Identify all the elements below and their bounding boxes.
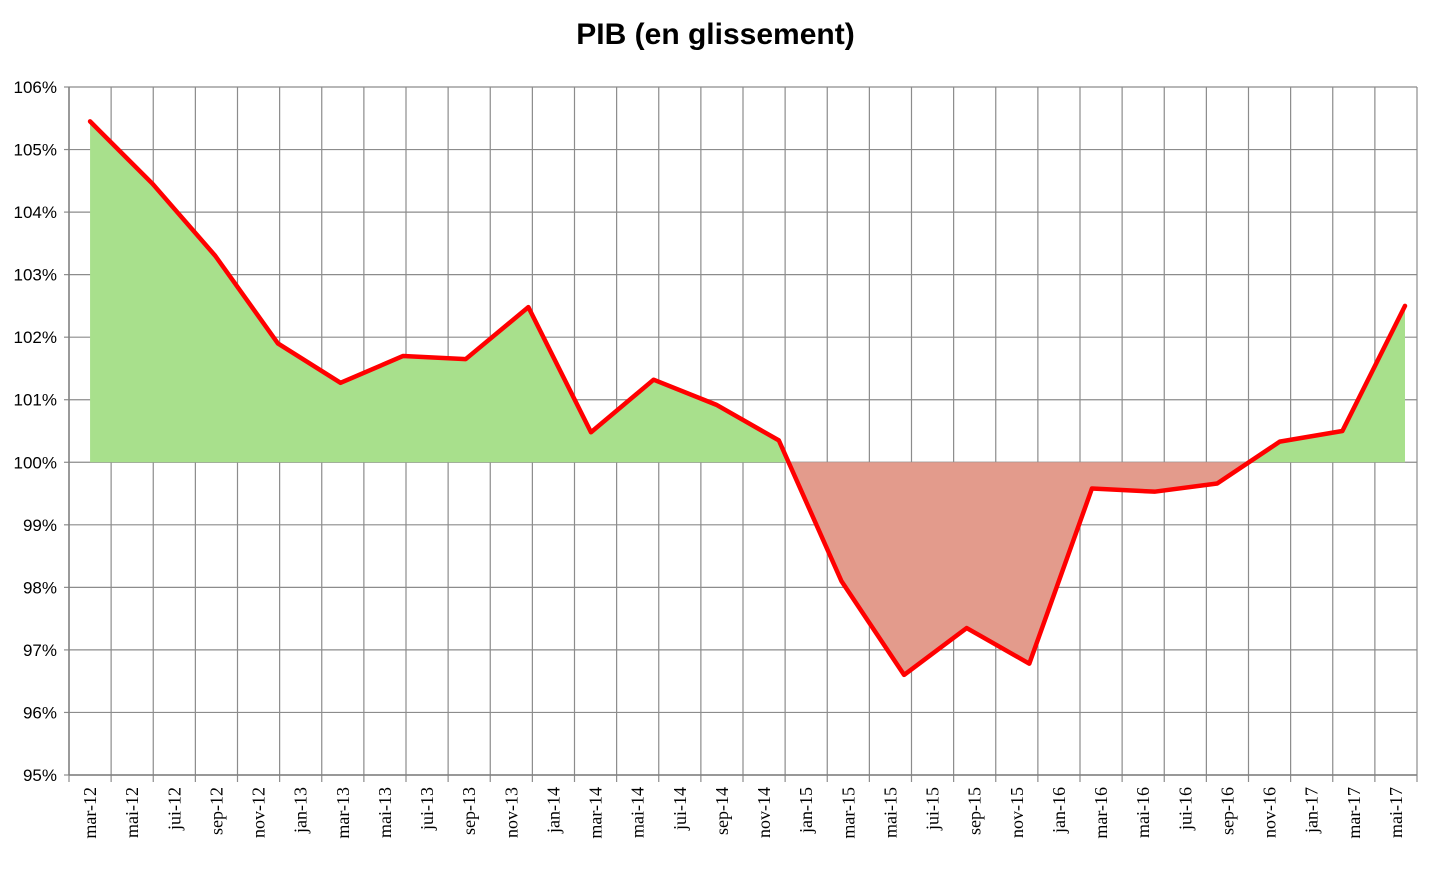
x-tick-label: mai-15 xyxy=(880,787,900,838)
x-tick-label: sep-15 xyxy=(965,787,985,835)
x-tick-label: mai-13 xyxy=(375,787,395,838)
y-tick-label: 104% xyxy=(14,203,57,222)
x-tick-label: jan-14 xyxy=(543,787,563,834)
x-tick-label: jan-13 xyxy=(291,787,311,834)
y-tick-label: 96% xyxy=(23,703,57,722)
chart-title: PIB (en glissement) xyxy=(576,18,855,51)
x-tick-label: mai-16 xyxy=(1133,787,1153,838)
y-tick-label: 102% xyxy=(14,328,57,347)
x-tick-label: nov-14 xyxy=(754,787,774,838)
y-tick-label: 99% xyxy=(23,516,57,535)
x-tick-label: mar-12 xyxy=(80,787,100,839)
y-tick-label: 106% xyxy=(14,78,57,97)
x-tick-label: jui-15 xyxy=(923,787,943,831)
x-tick-label: mar-13 xyxy=(333,787,353,839)
x-tick-label: nov-16 xyxy=(1260,787,1280,838)
x-tick-label: jan-17 xyxy=(1302,787,1322,834)
x-tick-label: nov-12 xyxy=(249,787,269,838)
x-tick-label: jui-14 xyxy=(670,787,690,831)
y-tick-label: 101% xyxy=(14,391,57,410)
x-tick-label: mai-12 xyxy=(122,787,142,838)
x-tick-label: mar-15 xyxy=(838,787,858,839)
x-tick-label: nov-15 xyxy=(1007,787,1027,838)
area-above-baseline xyxy=(1248,305,1405,463)
x-tick-label: mar-16 xyxy=(1091,787,1111,839)
x-tick-label: mai-17 xyxy=(1386,787,1406,838)
x-tick-label: jui-12 xyxy=(164,787,184,831)
x-tick-label: sep-12 xyxy=(206,787,226,835)
x-tick-label: sep-16 xyxy=(1217,787,1237,835)
y-tick-label: 98% xyxy=(23,578,57,597)
x-tick-label: mar-17 xyxy=(1344,787,1364,839)
series-line xyxy=(87,119,1408,678)
area-below-baseline xyxy=(788,462,1249,675)
x-tick-label: jui-16 xyxy=(1175,787,1195,831)
x-tick-label: nov-13 xyxy=(501,787,521,838)
x-tick-label: jui-13 xyxy=(417,787,437,831)
y-tick-label: 100% xyxy=(14,453,57,472)
x-tick-label: sep-13 xyxy=(459,787,479,835)
x-tick-label: mar-14 xyxy=(586,787,606,839)
y-tick-label: 97% xyxy=(23,641,57,660)
y-tick-label: 95% xyxy=(23,766,57,785)
area-above-baseline xyxy=(90,121,789,463)
x-tick-label: sep-14 xyxy=(712,787,732,835)
x-tick-label: jan-15 xyxy=(796,787,816,834)
x-tick-label: jan-16 xyxy=(1049,787,1069,834)
y-tick-label: 103% xyxy=(14,266,57,285)
y-tick-label: 105% xyxy=(14,141,57,160)
x-tick-label: mai-14 xyxy=(628,787,648,838)
